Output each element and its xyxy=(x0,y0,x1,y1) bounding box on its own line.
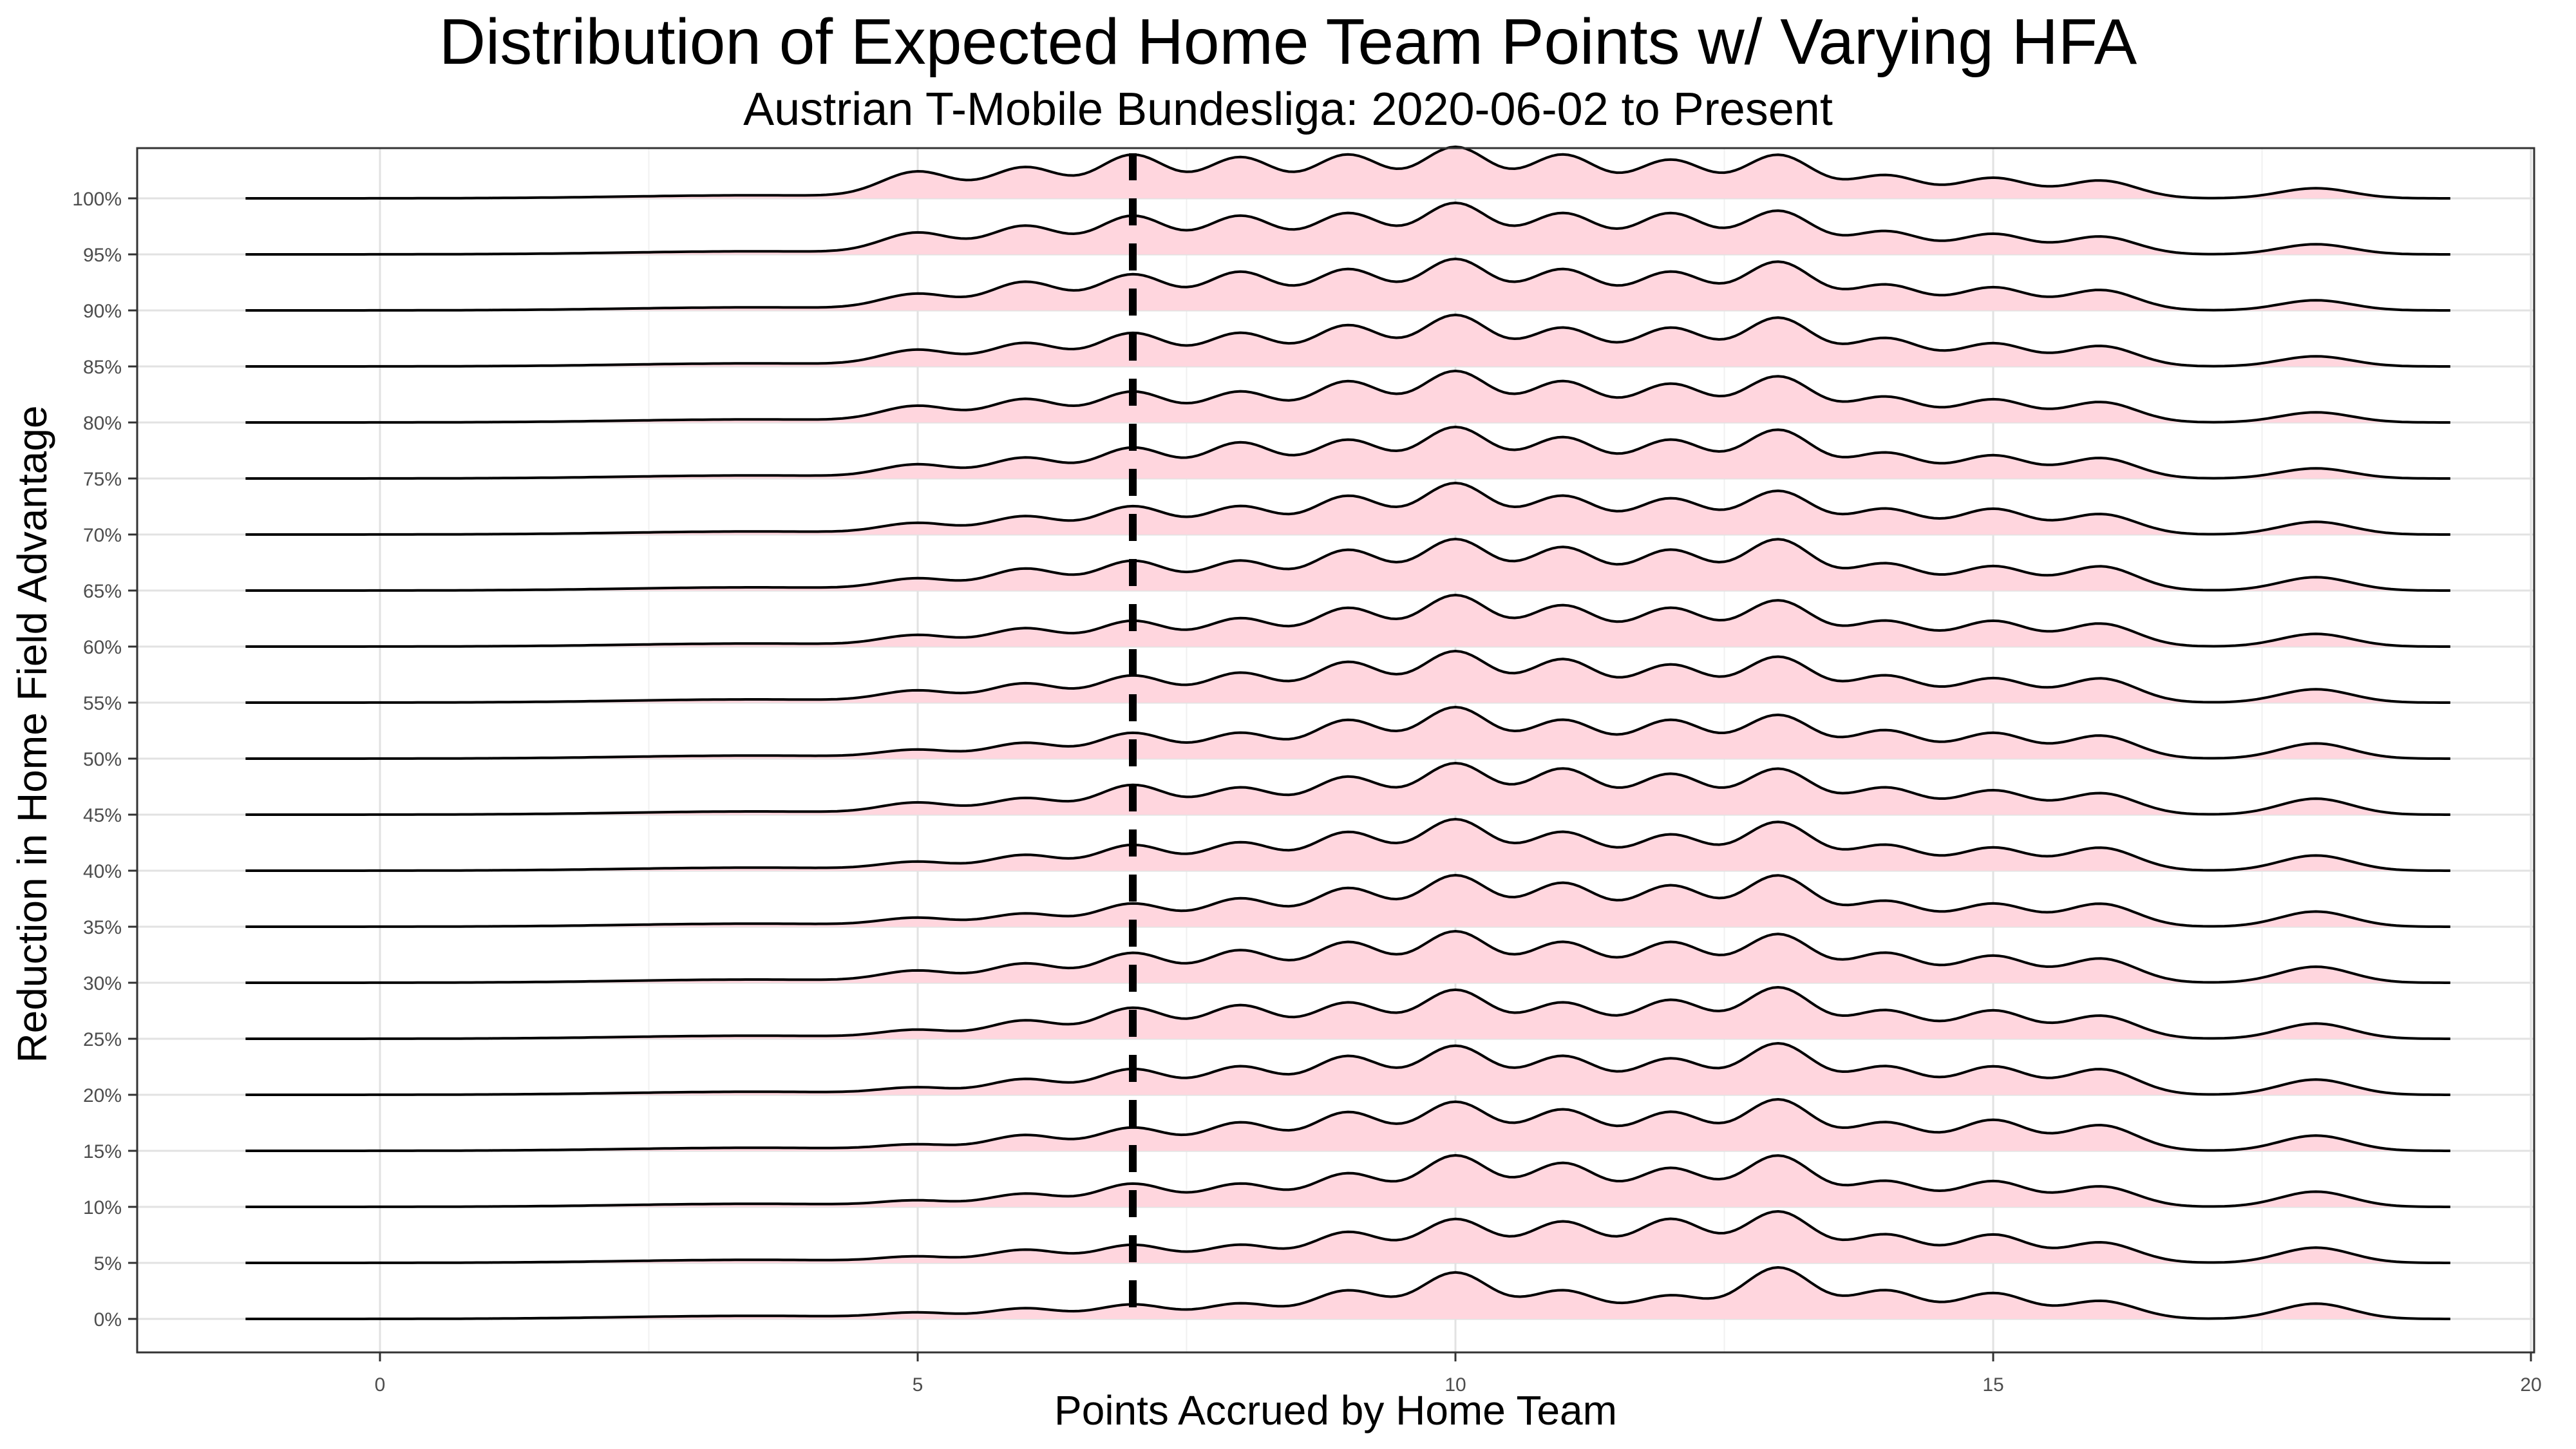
density-fill-90pct xyxy=(245,259,2450,310)
density-fill-20pct xyxy=(245,1043,2450,1095)
density-line-25pct xyxy=(245,985,2450,1040)
x-tick-label: 0 xyxy=(375,1374,386,1396)
chart-subtitle: Austrian T-Mobile Bundesliga: 2020-06-02… xyxy=(743,84,1833,135)
y-tick-label: 85% xyxy=(83,357,122,378)
density-fill-100pct xyxy=(245,147,2450,198)
density-fill-55pct xyxy=(245,651,2450,703)
y-tick-label: 50% xyxy=(83,749,122,770)
density-line-90pct xyxy=(245,257,2450,312)
x-tick-label: 10 xyxy=(1444,1374,1466,1396)
y-tick-label: 10% xyxy=(83,1197,122,1218)
density-line-80pct xyxy=(245,369,2450,424)
density-fill-75pct xyxy=(245,427,2450,478)
y-tick-label: 100% xyxy=(72,189,122,210)
density-fill-50pct xyxy=(245,707,2450,759)
y-tick-label: 55% xyxy=(83,693,122,714)
y-tick-label: 75% xyxy=(83,469,122,490)
y-tick-label: 80% xyxy=(83,413,122,434)
density-line-35pct xyxy=(245,873,2450,928)
density-line-15pct xyxy=(245,1097,2450,1152)
density-line-95pct xyxy=(245,201,2450,256)
density-line-30pct xyxy=(245,929,2450,984)
density-fill-5pct xyxy=(245,1211,2450,1263)
density-line-100pct xyxy=(245,145,2450,200)
density-line-10pct xyxy=(245,1153,2450,1208)
density-line-20pct xyxy=(245,1041,2450,1096)
density-fill-30pct xyxy=(245,931,2450,983)
density-fill-10pct xyxy=(245,1155,2450,1207)
density-line-70pct xyxy=(245,481,2450,536)
density-ridges xyxy=(245,145,2450,1320)
density-fill-95pct xyxy=(245,203,2450,254)
x-tick-label: 15 xyxy=(1982,1374,2003,1396)
y-tick-label: 45% xyxy=(83,805,122,826)
y-axis-title: Reduction in Home Field Advantage xyxy=(9,405,55,1063)
y-tick-label: 0% xyxy=(94,1309,122,1331)
density-line-55pct xyxy=(245,649,2450,704)
density-line-0pct xyxy=(245,1265,2450,1320)
y-tick-label: 25% xyxy=(83,1029,122,1050)
y-tick-label: 60% xyxy=(83,637,122,658)
plot-border xyxy=(136,147,2535,1354)
density-line-50pct xyxy=(245,705,2450,760)
density-fill-70pct xyxy=(245,483,2450,535)
density-fill-0pct xyxy=(245,1267,2450,1319)
x-tick-label: 20 xyxy=(2520,1374,2541,1396)
density-fill-80pct xyxy=(245,371,2450,422)
chart-title: Distribution of Expected Home Team Point… xyxy=(439,6,2137,78)
density-line-65pct xyxy=(245,537,2450,592)
x-axis-title: Points Accrued by Home Team xyxy=(1054,1387,1617,1434)
axes: 0 5 10 15 20 0% 5% 10% 15% 20% 25% 30% 35% 40% 45% 50% 5… xyxy=(72,189,2541,1396)
density-fill-60pct xyxy=(245,595,2450,647)
y-tick-label: 65% xyxy=(83,581,122,602)
y-tick-label: 35% xyxy=(83,917,122,938)
density-line-60pct xyxy=(245,593,2450,648)
density-line-5pct xyxy=(245,1209,2450,1264)
y-tick-label: 30% xyxy=(83,973,122,994)
density-line-75pct xyxy=(245,425,2450,480)
y-tick-label: 70% xyxy=(83,525,122,546)
density-line-45pct xyxy=(245,761,2450,816)
y-tick-label: 20% xyxy=(83,1085,122,1106)
y-tick-label: 40% xyxy=(83,861,122,882)
y-tick-label: 15% xyxy=(83,1141,122,1162)
y-tick-label: 5% xyxy=(94,1253,122,1274)
y-tick-label: 95% xyxy=(83,245,122,266)
density-line-85pct xyxy=(245,313,2450,368)
density-fill-85pct xyxy=(245,315,2450,366)
density-fill-25pct xyxy=(245,987,2450,1039)
density-fill-65pct xyxy=(245,539,2450,591)
density-fill-45pct xyxy=(245,763,2450,815)
density-fill-40pct xyxy=(245,819,2450,871)
density-line-40pct xyxy=(245,817,2450,872)
density-fill-35pct xyxy=(245,875,2450,927)
density-fill-15pct xyxy=(245,1099,2450,1151)
y-tick-label: 90% xyxy=(83,301,122,322)
x-tick-label: 5 xyxy=(913,1374,923,1396)
